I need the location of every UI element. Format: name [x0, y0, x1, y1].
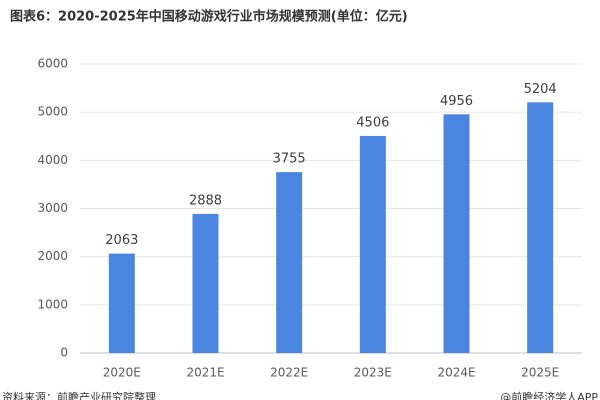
y-tick-label: 4000 — [37, 153, 68, 167]
x-tick-label: 2023E — [354, 366, 392, 380]
y-tick-label: 5000 — [37, 105, 68, 119]
bar — [443, 114, 470, 353]
chart-title: 图表6：2020-2025年中国移动游戏行业市场规模预测(单位：亿元) — [10, 9, 408, 25]
x-tick-label: 2024E — [437, 366, 475, 380]
x-tick-label: 2020E — [103, 366, 141, 380]
bar — [359, 135, 386, 353]
y-tick-label: 2000 — [37, 249, 68, 263]
data-label: 4956 — [440, 94, 473, 109]
x-tick-label: 2022E — [270, 366, 308, 380]
data-label: 2063 — [105, 233, 138, 248]
y-tick-label: 0 — [60, 346, 68, 360]
x-tick-label: 2021E — [186, 366, 224, 380]
bar — [108, 253, 135, 353]
y-tick-label: 6000 — [37, 57, 68, 71]
data-label: 2888 — [189, 193, 222, 208]
data-label: 4506 — [356, 115, 389, 130]
bar — [276, 172, 303, 353]
y-tick-label: 1000 — [37, 297, 68, 311]
x-tick-label: 2025E — [521, 366, 559, 380]
source-note: 资料来源：前瞻产业研究院整理 — [2, 390, 156, 400]
bar — [192, 213, 219, 353]
data-label: 3755 — [273, 152, 306, 167]
data-label: 5204 — [524, 82, 557, 97]
credit-note: @前瞻经济学人APP — [500, 390, 598, 400]
bar — [527, 102, 554, 353]
y-tick-label: 3000 — [37, 201, 68, 215]
